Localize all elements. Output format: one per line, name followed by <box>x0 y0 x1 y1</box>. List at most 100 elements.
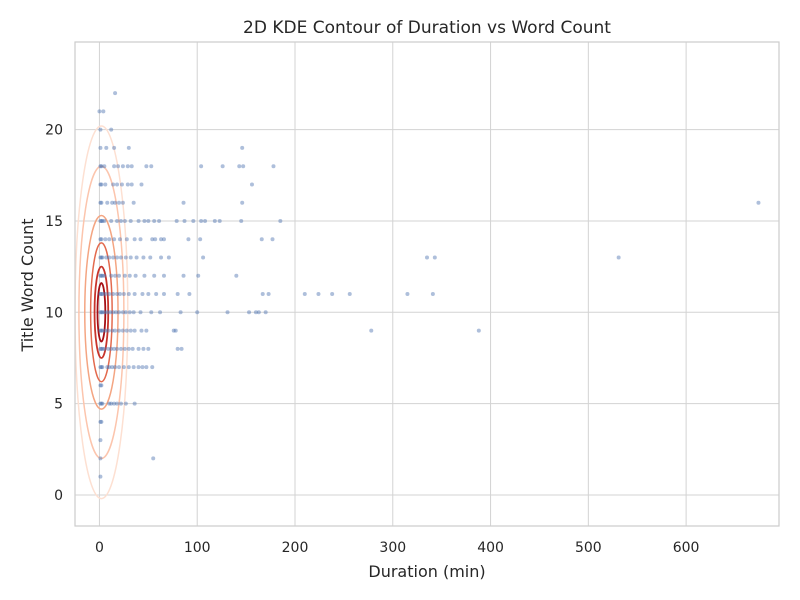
scatter-point <box>126 145 131 150</box>
scatter-point <box>151 456 156 461</box>
scatter-point <box>220 164 225 169</box>
scatter-point <box>144 365 149 370</box>
scatter-point <box>116 164 121 169</box>
scatter-point <box>146 292 151 297</box>
scatter-point <box>98 292 103 297</box>
scatter-point <box>98 200 103 205</box>
scatter-point <box>136 218 141 223</box>
scatter-point <box>98 164 103 169</box>
scatter-point <box>149 310 154 315</box>
scatter-point <box>130 346 135 351</box>
scatter-point <box>110 200 115 205</box>
scatter-point <box>141 255 146 260</box>
scatter-point <box>247 310 252 315</box>
scatter-point <box>178 310 183 315</box>
scatter-point <box>103 328 108 333</box>
scatter-point <box>369 328 374 333</box>
scatter-point <box>99 200 104 205</box>
scatter-point <box>117 292 122 297</box>
kde-contour-line <box>89 242 113 383</box>
scatter-point <box>129 182 134 187</box>
scatter-point <box>225 310 230 315</box>
scatter-point <box>99 383 104 388</box>
scatter-point <box>260 292 265 297</box>
scatter-point <box>237 164 242 169</box>
x-tick-label: 600 <box>673 540 700 556</box>
scatter-point <box>136 365 141 370</box>
scatter-point <box>191 218 196 223</box>
scatter-point <box>201 255 206 260</box>
scatter-point <box>199 164 204 169</box>
scatter-point <box>196 273 201 278</box>
scatter-point <box>105 200 110 205</box>
scatter-point <box>126 292 131 297</box>
scatter-point <box>110 328 115 333</box>
scatter-point <box>99 255 104 260</box>
scatter-point <box>128 255 133 260</box>
scatter-point <box>98 419 103 424</box>
scatter-point <box>203 218 208 223</box>
scatter-point <box>212 218 217 223</box>
scatter-point <box>114 310 119 315</box>
scatter-point <box>140 365 145 370</box>
scatter-point <box>161 237 166 242</box>
scatter-point <box>99 328 104 333</box>
scatter-point <box>249 182 254 187</box>
scatter-point <box>179 346 184 351</box>
scatter-point <box>134 255 139 260</box>
scatter-point <box>113 273 118 278</box>
scatter-point <box>117 365 121 370</box>
scatter-point <box>98 474 103 479</box>
y-tick-label: 5 <box>54 397 63 413</box>
kde-contour-line <box>75 125 129 500</box>
scatter-point <box>115 182 120 187</box>
scatter-point <box>146 346 151 351</box>
scatter-point <box>102 310 107 315</box>
scatter-point <box>98 182 103 187</box>
scatter-point <box>112 145 117 150</box>
scatter-point <box>99 237 104 242</box>
kde-contour-line <box>96 282 107 343</box>
scatter-point <box>144 328 149 333</box>
scatter-point <box>146 218 151 223</box>
x-axis-label: Duration (min) <box>368 562 485 581</box>
y-tick-label: 10 <box>45 305 63 321</box>
scatter-point <box>99 182 104 187</box>
scatter-point <box>152 218 157 223</box>
scatter-point <box>124 237 129 242</box>
scatter-point <box>270 237 275 242</box>
plot-frame <box>74 41 780 527</box>
y-tick-label: 15 <box>45 214 63 230</box>
kde-contours <box>75 125 129 500</box>
scatter-point <box>121 292 126 297</box>
scatter-point <box>98 273 103 278</box>
scatter-point <box>111 182 116 187</box>
scatter-point <box>108 310 113 315</box>
scatter-point <box>138 237 143 242</box>
scatter-point <box>150 237 155 242</box>
scatter-point <box>187 292 192 297</box>
scatter-point <box>347 292 352 297</box>
scatter-point <box>99 218 104 223</box>
scatter-point <box>98 346 103 351</box>
scatter-point <box>100 273 105 278</box>
scatter-point <box>150 365 155 370</box>
scatter-point <box>253 310 258 315</box>
scatter-point <box>142 273 147 278</box>
scatter-point <box>103 292 108 297</box>
scatter-point <box>107 237 112 242</box>
scatter-point <box>239 218 244 223</box>
scatter-point <box>173 328 178 333</box>
scatter-point <box>99 164 104 169</box>
scatter-point <box>107 255 112 260</box>
scatter-point <box>107 292 112 297</box>
scatter-point <box>123 255 128 260</box>
scatter-point <box>109 273 114 278</box>
kde-contour-line <box>93 265 110 359</box>
scatter-point <box>131 365 136 370</box>
scatter-point <box>124 328 129 333</box>
scatter-point <box>98 145 103 150</box>
grid-lines <box>75 42 779 526</box>
scatter-point <box>278 218 283 223</box>
scatter-point <box>98 218 103 223</box>
